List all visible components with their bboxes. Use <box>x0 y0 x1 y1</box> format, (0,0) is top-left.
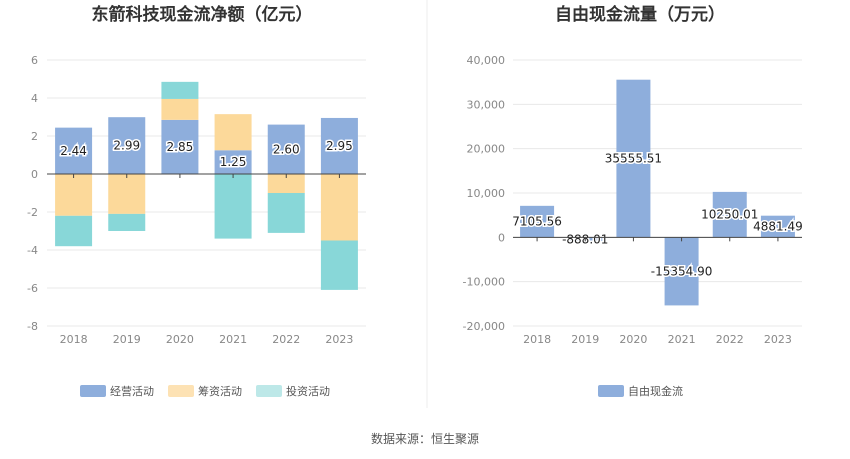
cash-flow-data-labels: 2.44 2.99 2.85 1.25 2.60 2.95 <box>59 137 355 171</box>
bar-operating-2018[interactable] <box>55 127 93 174</box>
free-cash-flow-chart-title: 自由现金流量（万元） <box>555 4 725 25</box>
data-label-2021: -15354.90 <box>651 264 713 278</box>
bar-investing-2018[interactable] <box>55 215 93 247</box>
x-tick-label-2023: 2023 <box>325 333 353 346</box>
y-tick-label: 0 <box>31 168 38 181</box>
x-tick-label-2020: 2020 <box>166 333 194 346</box>
x-tick-label-2018: 2018 <box>60 333 88 346</box>
legend-label-free-cash-flow: 自由现金流 <box>628 384 683 398</box>
x-tick-label-2018: 2018 <box>523 333 551 346</box>
bar-financing-2020[interactable] <box>161 98 199 120</box>
free-cash-flow-legend[interactable]: 自由现金流 <box>598 384 683 398</box>
y-tick-label: 4 <box>31 92 38 105</box>
bar-free-cash-flow-2023[interactable] <box>760 215 795 238</box>
cash-flow-x-axis: 2018 2019 2020 2021 2022 2023 <box>47 173 366 346</box>
y-tick-label: -4 <box>27 244 38 257</box>
bar-financing-2019[interactable] <box>108 174 146 214</box>
y-tick-label: -6 <box>27 282 38 295</box>
x-tick-label-2022: 2022 <box>716 333 744 346</box>
legend-label-operating: 经营活动 <box>110 384 154 398</box>
bar-free-cash-flow-2020[interactable] <box>616 79 651 238</box>
legend-swatch-operating <box>80 385 106 397</box>
free-cash-flow-data-labels: 7105.56-888.0135555.51-15354.9010250.014… <box>511 150 804 280</box>
data-label-2021: 1.25 <box>220 155 247 169</box>
bar-free-cash-flow-2018[interactable] <box>520 205 555 238</box>
y-tick-label: -20,000 <box>463 320 505 333</box>
legend-item-free-cash-flow[interactable]: 自由现金流 <box>598 384 683 398</box>
legend-label-financing: 筹资活动 <box>198 384 242 398</box>
cash-flow-gridlines <box>47 59 366 327</box>
bar-operating-2021[interactable] <box>214 150 252 174</box>
cash-flow-bars <box>55 81 358 290</box>
y-tick-label: 6 <box>31 54 38 67</box>
bar-operating-2023[interactable] <box>320 117 358 174</box>
y-tick-label: 2 <box>31 130 38 143</box>
data-label-2022: 10250.01 <box>701 208 758 222</box>
bar-financing-2018[interactable] <box>55 174 93 216</box>
x-tick-label-2021: 2021 <box>219 333 247 346</box>
x-tick-label-2023: 2023 <box>764 333 792 346</box>
free-cash-flow-bars <box>520 79 795 306</box>
cash-flow-chart: 东箭科技现金流净额（亿元） 6 4 2 0 -2 -4 -6 -8 2.44 2.99 2.85 1… <box>27 4 366 398</box>
y-tick-label: 0 <box>498 231 505 244</box>
x-tick-label-2019: 2019 <box>113 333 141 346</box>
data-label-2023: 4881.49 <box>753 220 803 234</box>
data-source-note: 数据来源：恒生聚源 <box>371 431 479 446</box>
y-tick-label: 20,000 <box>467 143 506 156</box>
legend-item-operating[interactable]: 经营活动 <box>80 384 154 398</box>
bar-free-cash-flow-2021[interactable] <box>664 237 699 306</box>
y-tick-label: 30,000 <box>467 98 506 111</box>
bar-operating-2020[interactable] <box>161 119 199 174</box>
bar-investing-2022[interactable] <box>267 193 305 233</box>
y-tick-label: -2 <box>27 206 38 219</box>
legend-item-financing[interactable]: 筹资活动 <box>168 384 242 398</box>
legend-label-investing: 投资活动 <box>286 384 330 398</box>
cash-flow-y-axis: 6 4 2 0 -2 -4 -6 -8 <box>27 54 38 333</box>
legend-swatch-investing <box>256 385 282 397</box>
data-label-2020: 35555.51 <box>605 152 662 166</box>
bar-investing-2019[interactable] <box>108 213 146 231</box>
legend-item-investing[interactable]: 投资活动 <box>256 384 330 398</box>
cash-flow-chart-title: 东箭科技现金流净额（亿元） <box>92 4 313 25</box>
data-label-2020: 2.85 <box>167 140 194 154</box>
free-cash-flow-gridlines <box>513 59 802 327</box>
y-tick-label: 10,000 <box>467 187 506 200</box>
bar-financing-2022[interactable] <box>267 174 305 193</box>
data-label-2018: 2.44 <box>60 144 87 158</box>
bar-financing-2021[interactable] <box>214 114 252 151</box>
bar-operating-2019[interactable] <box>108 117 146 174</box>
free-cash-flow-chart: 自由现金流量（万元） 40,000 30,000 20,000 10,000 0 -10,… <box>463 4 805 398</box>
x-tick-label-2020: 2020 <box>619 333 647 346</box>
x-tick-label-2021: 2021 <box>668 333 696 346</box>
bar-free-cash-flow-2022[interactable] <box>712 191 747 238</box>
bar-investing-2020[interactable] <box>161 81 199 99</box>
data-label-2019: 2.99 <box>113 139 140 153</box>
bar-investing-2021[interactable] <box>214 174 252 239</box>
x-tick-label-2019: 2019 <box>571 333 599 346</box>
data-label-2023: 2.95 <box>326 139 353 153</box>
free-cash-flow-x-axis: 2018 2019 2020 2021 2022 2023 <box>513 236 802 346</box>
legend-swatch-financing <box>168 385 194 397</box>
x-tick-label-2022: 2022 <box>272 333 300 346</box>
legend-swatch-free-cash-flow <box>598 385 624 397</box>
y-tick-label: -10,000 <box>463 276 505 289</box>
data-label-2022: 2.60 <box>273 142 300 156</box>
free-cash-flow-y-axis: 40,000 30,000 20,000 10,000 0 -10,000 -20,000 <box>463 54 505 333</box>
data-label-2018: 7105.56 <box>512 215 562 229</box>
y-tick-label: 40,000 <box>467 54 506 67</box>
y-tick-label: -8 <box>27 320 38 333</box>
cash-flow-legend[interactable]: 经营活动 筹资活动 投资活动 <box>80 384 330 398</box>
bar-investing-2023[interactable] <box>320 240 358 290</box>
bar-financing-2023[interactable] <box>320 174 358 241</box>
bar-operating-2022[interactable] <box>267 124 305 174</box>
